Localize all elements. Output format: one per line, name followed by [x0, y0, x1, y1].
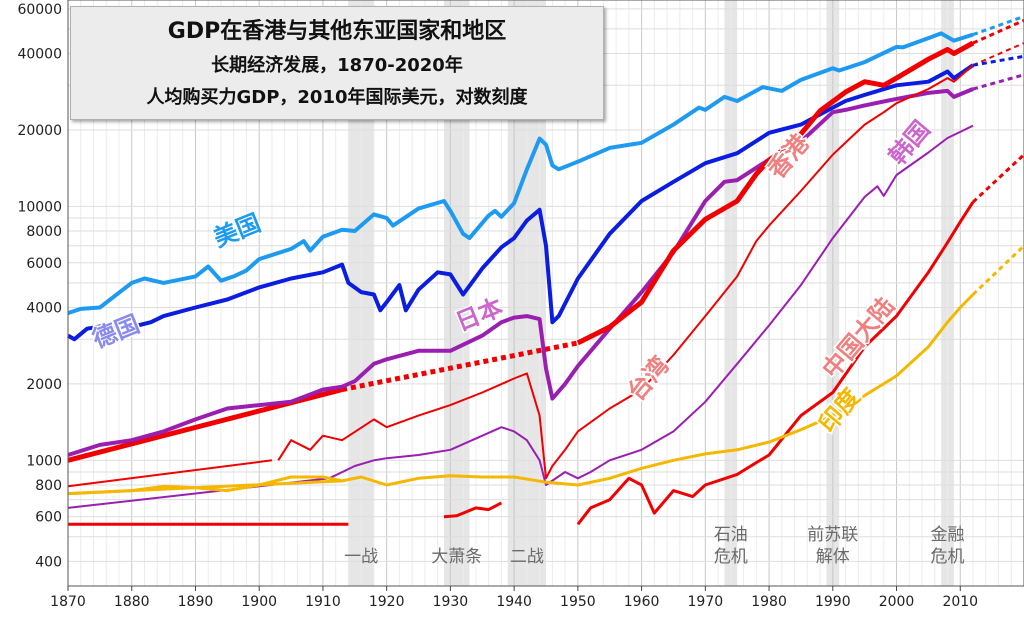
y-tick-label: 6000: [26, 256, 62, 272]
series-label: 德国: [88, 310, 143, 354]
x-tick-label: 1970: [688, 594, 724, 610]
chart-subtitle: 长期经济发展，1870-2020年: [211, 55, 463, 76]
y-tick-label: 60000: [17, 2, 62, 18]
series-line: [67, 63, 975, 342]
x-tick-label: 1880: [114, 594, 150, 610]
series-line: [576, 40, 975, 346]
x-tick-label: 2010: [942, 594, 978, 610]
y-tick-label: 1000: [26, 453, 62, 469]
event-label-line: 石油: [714, 525, 748, 545]
extra-segment: [443, 501, 503, 519]
plot-frame: [67, 0, 1024, 587]
x-tick-label: 1940: [496, 594, 532, 610]
series-label: 台湾: [622, 351, 674, 406]
y-tick-label: 8000: [26, 224, 62, 240]
event-label: 金融危机: [931, 525, 965, 567]
y-tick-label: 20000: [17, 123, 62, 139]
x-tick-label: 1910: [305, 594, 341, 610]
x-tick-label: 2000: [879, 594, 915, 610]
event-label-line: 前苏联: [807, 525, 858, 545]
y-tick-label: 40000: [17, 47, 62, 63]
y-tick-label: 4000: [26, 300, 62, 316]
event-label-line: 危机: [714, 547, 748, 567]
extra-segment: [67, 459, 273, 488]
y-tick-label: 600: [35, 510, 62, 526]
extra-segment: [972, 14, 1024, 37]
y-tick-label: 800: [35, 478, 62, 494]
series-label: 韩国: [883, 115, 935, 170]
axes: 1870 1880 1890 1900 1910 1920 1930 1940 1950 1960…: [17, 0, 1024, 610]
event-label-line: 危机: [931, 547, 965, 567]
chart-title: GDP在香港与其他东亚国家和地区: [167, 19, 507, 44]
x-tick-label: 1960: [624, 594, 660, 610]
extra-segment: [341, 340, 579, 393]
title-box: GDP在香港与其他东亚国家和地区 长期经济发展，1870-2020年 人均购买力…: [70, 6, 604, 120]
extra-segment: [972, 19, 1024, 45]
x-tick-label: 1930: [433, 594, 469, 610]
series-line: [67, 31, 974, 315]
y-tick-label: 10000: [17, 199, 62, 215]
event-label: 石油危机: [714, 525, 748, 567]
series-line: [576, 201, 975, 526]
x-tick-label: 1990: [815, 594, 851, 610]
y-tick-label: 400: [35, 554, 62, 570]
x-tick-label: 1870: [50, 594, 86, 610]
event-label: 大萧条: [431, 547, 482, 567]
event-label-line: 金融: [931, 525, 965, 545]
event-label-line: 大萧条: [431, 547, 482, 567]
event-label: 一战: [344, 547, 378, 567]
x-tick-label: 1980: [751, 594, 787, 610]
series-lines: [67, 31, 975, 526]
series-line: [67, 293, 975, 496]
x-tick-label: 1950: [560, 594, 596, 610]
event-label-line: 二战: [510, 547, 544, 567]
extra-segment: [972, 42, 1024, 67]
series-line: [277, 64, 974, 480]
series-line: [328, 124, 974, 486]
x-tick-label: 1890: [178, 594, 214, 610]
series-line: [67, 87, 974, 457]
event-label: 二战: [510, 547, 544, 567]
event-label: 前苏联解体: [807, 525, 858, 567]
extra-segment: [971, 244, 1024, 296]
extra-segment: [67, 387, 343, 463]
chart-units: 人均购买力GDP，2010年国际美元，对数刻度: [146, 87, 528, 108]
y-tick-label: 2000: [26, 377, 62, 393]
x-tick-label: 1900: [241, 594, 277, 610]
x-tick-label: 1920: [369, 594, 405, 610]
extra-segment: [971, 153, 1024, 204]
event-label-line: 解体: [816, 547, 850, 567]
event-label-line: 一战: [344, 547, 378, 567]
